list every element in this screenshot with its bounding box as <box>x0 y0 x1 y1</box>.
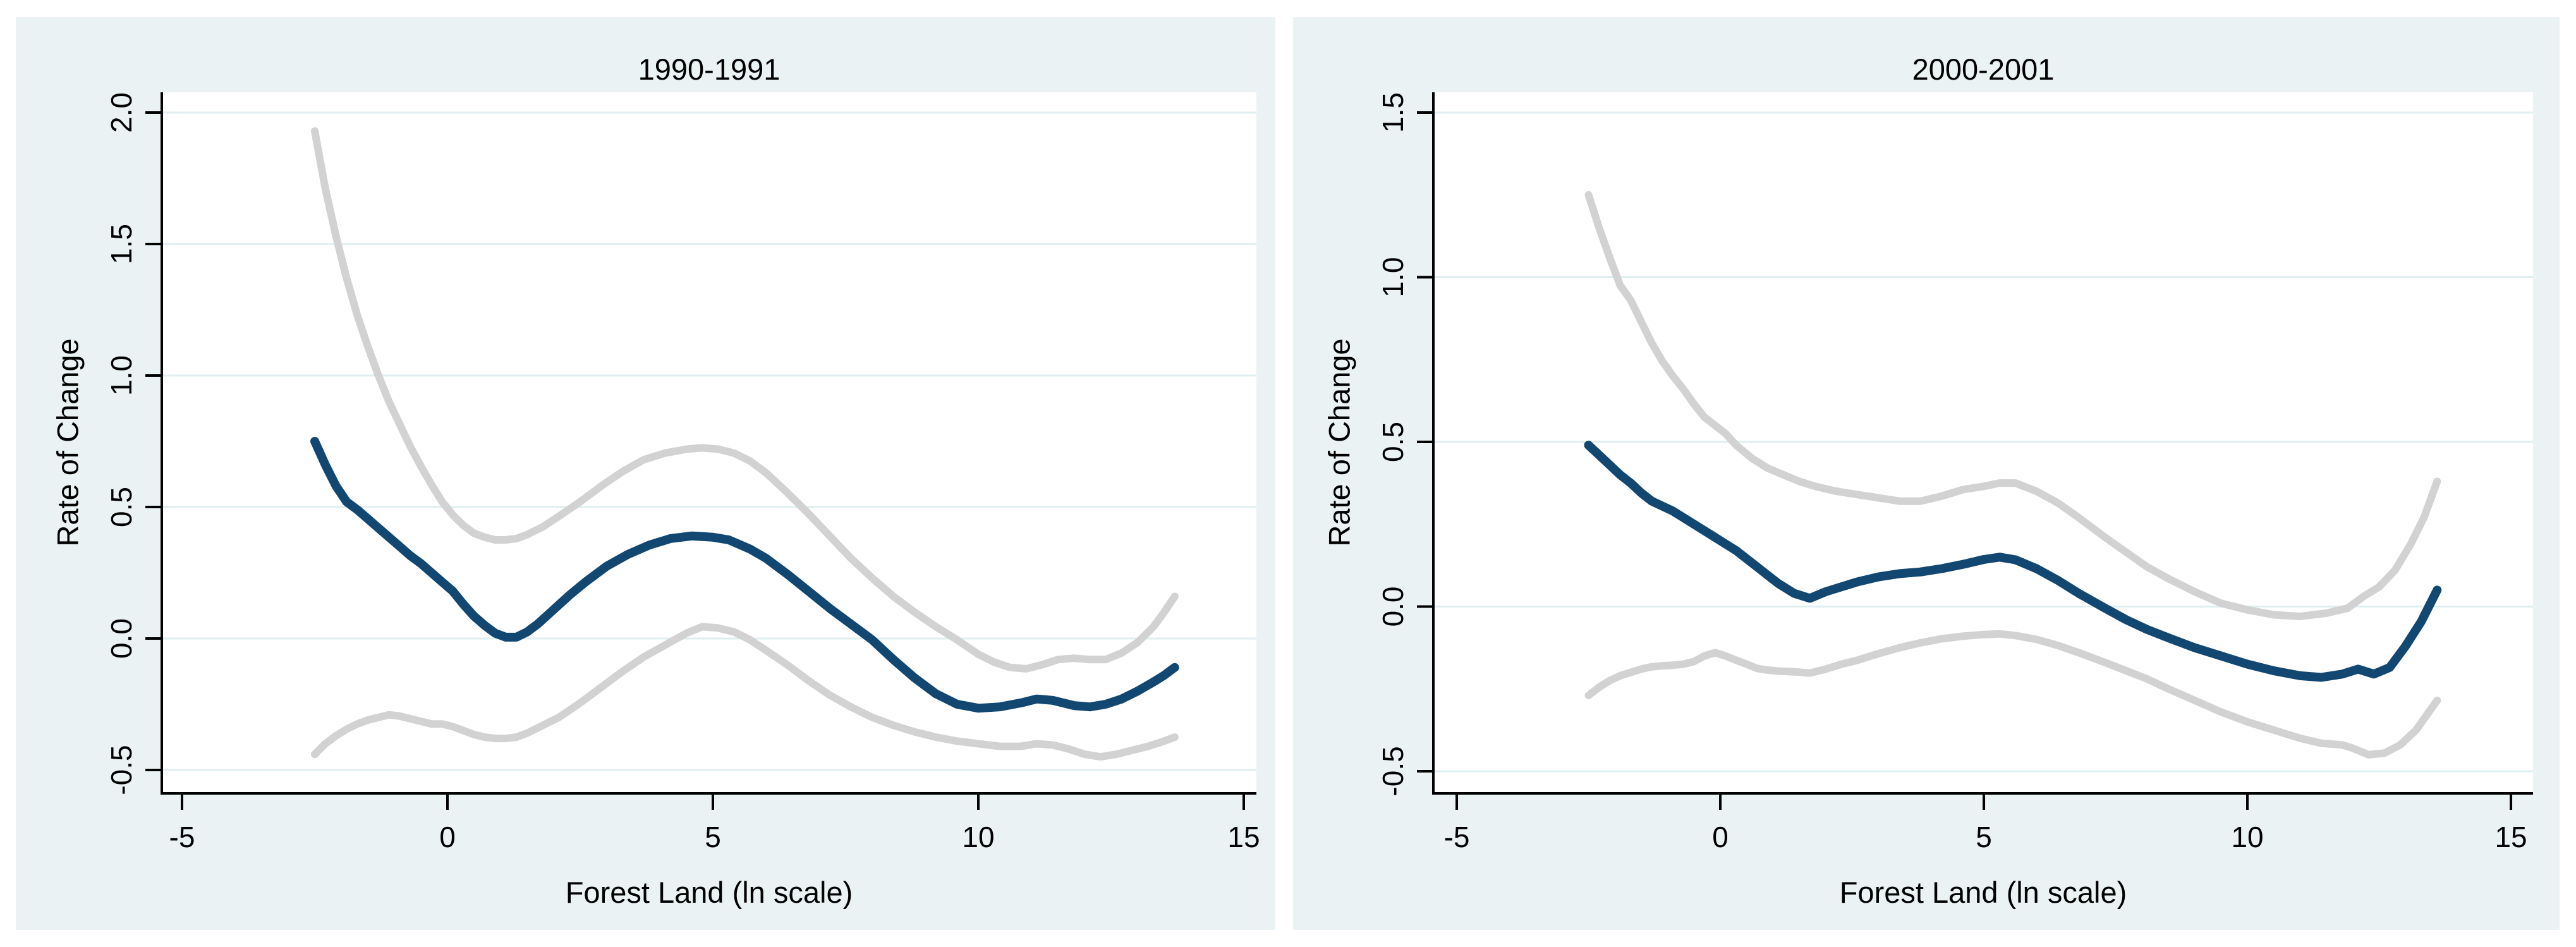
x-tick-label: -5 <box>169 821 195 853</box>
chart-title: 1990-1991 <box>638 52 781 86</box>
x-tick-label: 10 <box>2231 821 2263 853</box>
y-tick-label: 1.0 <box>1376 257 1409 297</box>
y-tick-label: -0.5 <box>105 745 138 795</box>
plot-area <box>162 92 1256 793</box>
x-tick-label: 0 <box>1712 821 1728 853</box>
panel-2000-2001: 1.5 1.0 0.5 0.0 -0.5 -5 0 5 10 15 2000-2001 Forest … <box>1293 17 2560 930</box>
x-tick-label: 5 <box>1976 821 1992 853</box>
y-tick-label: 2.0 <box>105 92 138 133</box>
estimate-line <box>310 437 1179 713</box>
y-tick-label: 0.0 <box>105 618 138 659</box>
ci-upper-line <box>1584 191 2441 621</box>
y-tick-label: 0.5 <box>105 487 138 527</box>
y-axis-label: Rate of Change <box>1322 338 1356 546</box>
x-axis-label: Forest Land (ln scale) <box>1840 876 2127 909</box>
y-tick-label: -0.5 <box>1376 746 1409 796</box>
x-tick-label: 15 <box>1227 821 1260 853</box>
x-tick-label: 5 <box>705 821 721 853</box>
y-axis-label: Rate of Change <box>51 338 84 546</box>
x-tick-label: 0 <box>439 821 456 853</box>
y-tick-label: 1.5 <box>1376 92 1409 133</box>
panel-1990-1991: 2.0 1.5 1.0 0.5 0.0 -0.5 -5 0 5 10 15 1990-1991 Fore… <box>16 17 1275 930</box>
x-axis-label: Forest Land (ln scale) <box>566 876 853 909</box>
y-tick-label: 0.0 <box>1376 586 1409 626</box>
y-tick-label: 1.5 <box>105 224 138 264</box>
ci-upper-line <box>311 127 1179 673</box>
x-tick-label: 10 <box>962 821 994 853</box>
estimate-line <box>1584 441 2442 682</box>
x-tick-label: 15 <box>2494 821 2527 853</box>
y-tick-label: 0.5 <box>1376 422 1409 462</box>
y-tick-label: 1.0 <box>105 355 138 396</box>
chart-title: 2000-2001 <box>1912 52 2055 86</box>
x-tick-label: -5 <box>1444 821 1470 853</box>
ci-lower-line <box>1584 630 2441 759</box>
ci-lower-line <box>311 623 1179 761</box>
